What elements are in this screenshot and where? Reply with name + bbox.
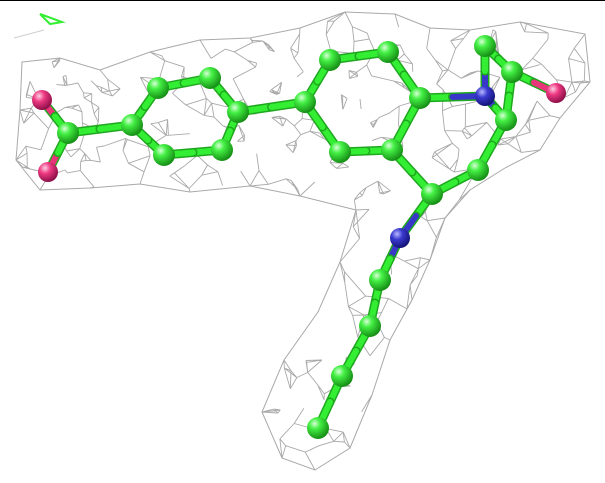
carbon-atom: [409, 87, 431, 109]
carbon-atom: [121, 114, 143, 136]
carbon-atom: [153, 144, 175, 166]
carbon-atom: [467, 159, 489, 181]
nitrogen-atom: [390, 228, 410, 248]
nitrogen-atom: [475, 86, 495, 106]
stray-fragment: [13, 13, 66, 39]
carbon-atom: [331, 365, 353, 387]
carbon-atom: [421, 183, 443, 205]
top-border: [0, 0, 605, 1]
carbon-atom: [319, 49, 341, 71]
carbon-atom: [369, 269, 391, 291]
carbon-atom: [211, 139, 233, 161]
carbon-atom: [501, 61, 523, 83]
mesh-outline: [15, 11, 591, 471]
carbon-atom: [381, 139, 403, 161]
carbon-atom: [377, 41, 399, 63]
mesh-lines: [15, 11, 591, 471]
oxygen-atom: [38, 162, 58, 182]
carbon-atom: [329, 141, 351, 163]
carbon-atom: [359, 315, 381, 337]
carbon-atom: [57, 122, 79, 144]
carbon-atom: [294, 91, 316, 113]
electron-density-mesh: [15, 11, 591, 471]
carbon-atom: [147, 77, 169, 99]
carbon-atom: [495, 109, 517, 131]
carbon-atom: [474, 35, 496, 57]
atom-spheres: [32, 35, 566, 439]
carbon-atom: [199, 67, 221, 89]
oxygen-atom: [546, 83, 566, 103]
carbon-atom: [307, 417, 329, 439]
carbon-atom: [227, 101, 249, 123]
oxygen-atom: [32, 90, 52, 110]
